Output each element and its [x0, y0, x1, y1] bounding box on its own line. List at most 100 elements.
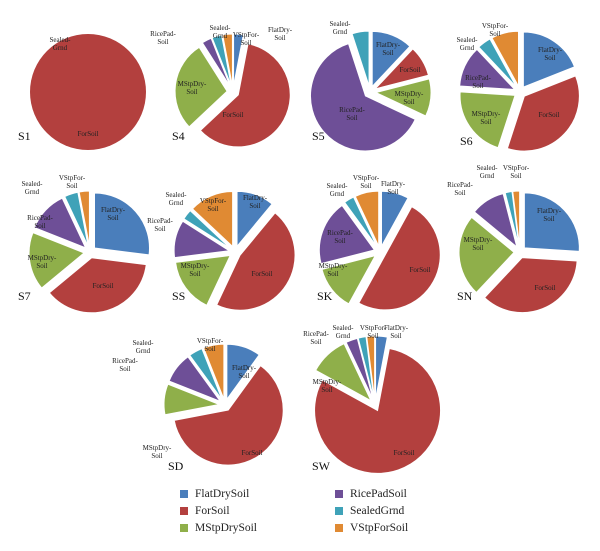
pie-slice-s6-forsoil — [506, 75, 580, 152]
data-label-s7-1: ForSoil — [92, 282, 113, 290]
data-label-sn-5: VStpFor-Soil — [503, 164, 530, 180]
chart-title-sw: SW — [312, 459, 331, 473]
pie-slice-s7-flatdrysoil — [94, 192, 150, 256]
pie-chart-s6: FlatDry-Soil ForSoil MStpDry-Soil RicePad-S… — [457, 22, 580, 152]
pie-chart-s7: FlatDry-Soil ForSoil MStpDry-Soil RicePad-S… — [18, 174, 150, 314]
data-label-s6-0: FlatDry-Soil — [538, 46, 563, 62]
data-label-s1-1: Sealed-Grnd — [50, 36, 72, 52]
pie-chart-sn: FlatDry-Soil ForSoil MStpDry-Soil RicePad-S… — [447, 164, 580, 314]
pie-slice-sk-mstpdrysoil — [321, 254, 377, 305]
pie-chart-ss: FlatDry-Soil ForSoil MStpDry-Soil RicePad-S… — [147, 190, 296, 311]
pie-slice-s5-flatdrysoil — [371, 30, 411, 88]
chart-title-sn: SN — [457, 289, 473, 303]
pie-slice-sd-vstpforsoil — [202, 343, 225, 400]
data-label-sw-2: MStpDry-Soil — [313, 378, 342, 394]
legend-label-vstpforsoil: VStpForSoil — [350, 522, 409, 534]
data-label-s7-5: VStpFor-Soil — [59, 174, 86, 190]
pie-slice-sw-forsoil — [314, 347, 442, 474]
data-label-s4-0: ForSoil — [222, 111, 243, 119]
data-label-s6-3: RicePad-Soil — [465, 74, 491, 90]
pie-chart-s5: FlatDry-Soil ForSoil MStpDry-Soil RicePad-S… — [310, 20, 432, 152]
pie-slice-s7-mstpdrysoil — [28, 232, 86, 289]
data-label-sk-2: MStpDry-Soil — [319, 262, 348, 278]
data-label-ss-3: RicePad-Soil — [147, 217, 173, 233]
pie-slice-ss-vstpforsoil — [191, 190, 234, 248]
pie-slice-ss-forsoil — [215, 212, 296, 311]
pie-chart-sd: FlatDry-Soil ForSoil MStpDry-Soil RicePad-S… — [112, 337, 284, 473]
pie-slice-s7-sealedgrnd — [64, 191, 89, 247]
pie-slice-s6-vstpforsoil — [491, 30, 520, 87]
pie-slice-sw-vstpforsoil — [366, 335, 376, 400]
pie-slice-sk-flatdrysoil — [380, 190, 409, 247]
data-label-sn-0: FlatDry-Soil — [537, 207, 562, 223]
pie-slice-s4-flatdrysoil — [233, 33, 244, 87]
pie-slice-sw-mstpdrysoil — [315, 342, 373, 402]
data-label-ss-0: FlatDry-Soil — [243, 194, 268, 210]
data-label-sw-4: Sealed-Grnd — [333, 324, 355, 340]
pie-chart-sk: FlatDry-Soil ForSoil MStpDry-Soil RicePad-S… — [317, 174, 441, 311]
data-label-sw-3: RicePad-Soil — [303, 330, 329, 346]
pie-slice-s4-sealedgrnd — [211, 34, 232, 87]
legend-item-mstpdrysoil: MStpDrySoil — [180, 522, 257, 534]
pie-slice-sw-flatdrysoil — [375, 335, 388, 400]
pie-slice-sn-ricepadsoil — [473, 193, 518, 249]
pie-slice-s5-ricepadsoil — [310, 43, 416, 152]
legend-swatch-vstpforsoil — [335, 524, 343, 532]
pie-slice-s4-mstpdrysoil — [174, 46, 228, 128]
pie-slice-sn-mstpdrysoil — [458, 216, 515, 294]
data-label-sw-5: VStpFor-Soil — [360, 324, 387, 340]
legend-label-sealedgrnd: SealedGrnd — [350, 505, 405, 517]
chart-legend: FlatDrySoil RicePadSoil ForSoil SealedGr… — [180, 488, 480, 548]
legend-label-flatdrysoil: FlatDrySoil — [195, 488, 250, 500]
data-label-s5-1: ForSoil — [399, 66, 420, 74]
pie-slice-sk-forsoil — [358, 206, 441, 311]
data-label-sn-4: Sealed-Grnd — [477, 164, 499, 180]
data-label-sd-2: MStpDry-Soil — [143, 444, 172, 460]
pie-slice-ss-ricepadsoil — [173, 220, 231, 259]
legend-label-ricepadsoil: RicePadSoil — [350, 488, 407, 500]
data-label-s7-4: Sealed-Grnd — [22, 180, 44, 196]
data-label-sn-2: MStpDry-Soil — [464, 236, 493, 252]
pie-slice-sd-sealedgrnd — [189, 347, 223, 401]
data-label-sk-3: RicePad-Soil — [327, 229, 353, 245]
chart-title-s6: S6 — [460, 134, 473, 148]
pie-slice-sw-sealedgrnd — [357, 336, 375, 400]
legend-item-sealedgrnd: SealedGrnd — [335, 505, 404, 517]
chart-title-ss: SS — [172, 289, 185, 303]
legend-label-mstpdrysoil: MStpDrySoil — [195, 522, 257, 534]
data-label-ss-1: ForSoil — [251, 270, 272, 278]
pie-slice-s4-vstpforsoil — [222, 33, 233, 87]
pie-slice-s7-vstpforsoil — [78, 190, 90, 247]
data-label-sd-1: ForSoil — [241, 449, 262, 457]
data-label-s4-4: VStpFor-Soil — [233, 31, 260, 47]
pie-slice-s4-ricepadsoil — [201, 37, 231, 87]
pie-slice-s7-forsoil — [48, 257, 147, 314]
pie-chart-s4: ForSoil MStpDry-Soil RicePad-Soil Sealed-Gr… — [150, 24, 293, 148]
pie-chart-sw: FlatDry-Soil ForSoil MStpDry-Soil RicePad-S… — [303, 324, 442, 474]
chart-title-s4: S4 — [172, 129, 185, 143]
pie-slice-s1-forsoil — [30, 34, 146, 150]
data-label-ss-4: Sealed-Grnd — [166, 191, 188, 207]
pie-slice-sn-sealedgrnd — [504, 190, 520, 247]
legend-swatch-mstpdrysoil — [180, 524, 188, 532]
legend-swatch-ricepadsoil — [335, 490, 343, 498]
data-label-sd-0: FlatDry-Soil — [232, 364, 257, 380]
data-label-ss-2: MStpDry-Soil — [181, 262, 210, 278]
data-label-s7-0: FlatDry-Soil — [101, 206, 126, 222]
data-label-s7-3: RicePad-Soil — [27, 214, 53, 230]
pie-slice-sk-sealedgrnd — [343, 196, 378, 248]
data-label-sw-1: ForSoil — [393, 449, 414, 457]
pie-slice-sd-ricepadsoil — [168, 356, 222, 403]
chart-title-s5: S5 — [312, 129, 325, 143]
pie-slice-sn-flatdrysoil — [523, 192, 580, 252]
pie-slice-s7-ricepadsoil — [33, 197, 87, 249]
data-label-s5-0: FlatDry-Soil — [376, 41, 401, 57]
pie-slice-sk-vstpforsoil — [354, 190, 380, 247]
pie-chart-s1: ForSoil Sealed-Grnd S1 — [18, 34, 146, 150]
pie-slice-ss-sealedgrnd — [183, 209, 231, 249]
data-label-s4-3: Sealed-Grnd — [210, 24, 232, 40]
pie-slice-sn-forsoil — [483, 257, 578, 314]
data-label-s4-5: FlatDry-Soil — [268, 26, 293, 42]
pie-slice-s6-sealedgrnd — [478, 38, 517, 88]
